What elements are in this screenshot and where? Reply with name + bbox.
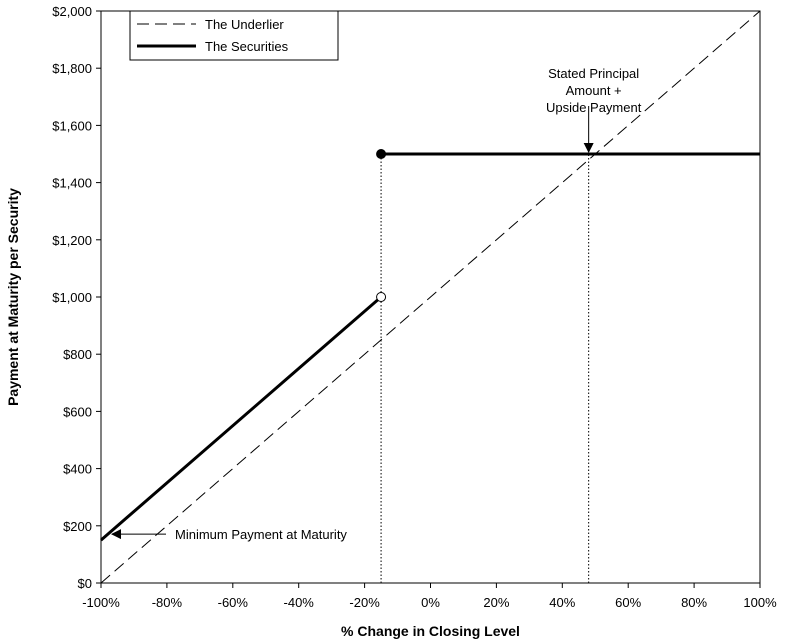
annotation-text: Stated Principal <box>548 66 639 81</box>
filled-point-marker <box>376 149 387 159</box>
x-tick-label: -40% <box>284 595 315 610</box>
series-segment-securities <box>100 295 383 542</box>
y-tick-label: $1,800 <box>52 61 92 76</box>
annotation-text: Upside Payment <box>546 100 642 115</box>
y-tick-label: $2,000 <box>52 4 92 19</box>
y-tick-label: $1,600 <box>52 118 92 133</box>
x-axis-title: % Change in Closing Level <box>341 623 520 639</box>
series-layer <box>100 10 761 584</box>
y-tick-label: $200 <box>63 519 92 534</box>
series-line-underlier <box>100 10 761 584</box>
x-tick-label: 40% <box>549 595 575 610</box>
annotation-text: Minimum Payment at Maturity <box>175 527 347 542</box>
y-tick-label: $1,200 <box>52 233 92 248</box>
y-tick-label: $400 <box>63 462 92 477</box>
y-tick-label: $600 <box>63 404 92 419</box>
reference-lines <box>380 154 590 583</box>
legend-box <box>129 10 339 61</box>
legend: The Underlier The Securities <box>129 10 339 61</box>
open-point-marker <box>376 292 387 302</box>
x-tick-label: -80% <box>152 595 183 610</box>
legend-label: The Securities <box>205 39 289 54</box>
y-axis-title: Payment at Maturity per Security <box>5 188 21 406</box>
legend-label: The Underlier <box>205 17 284 32</box>
x-tick-label: 0% <box>421 595 440 610</box>
y-tick-label: $0 <box>78 576 92 591</box>
x-tick-label: 20% <box>483 595 509 610</box>
x-tick-label: -20% <box>349 595 380 610</box>
annotation-text: Amount + <box>566 83 622 98</box>
markers-layer <box>376 149 387 302</box>
x-tick-label: 60% <box>615 595 641 610</box>
y-tick-label: $800 <box>63 347 92 362</box>
x-tick-label: -100% <box>82 595 120 610</box>
x-tick-label: 80% <box>681 595 707 610</box>
axis-ticks: -100% -80% -60% -40% -20% 0% 20% 40% 60% 80% 100% $… <box>52 4 777 610</box>
x-tick-label: -60% <box>218 595 249 610</box>
x-tick-label: 100% <box>743 595 777 610</box>
annotations-layer: Stated Principal Amount + Upside Payment Mi… <box>111 66 642 542</box>
y-tick-label: $1,400 <box>52 176 92 191</box>
y-tick-label: $1,000 <box>52 290 92 305</box>
